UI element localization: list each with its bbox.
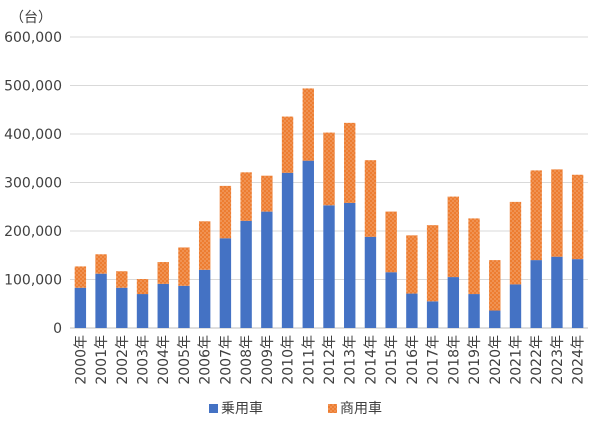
x-tick-label: 2000年 [73, 335, 89, 385]
y-tick-label: 400,000 [4, 127, 62, 143]
legend-swatch [328, 404, 337, 413]
x-tick-label: 2004年 [156, 335, 172, 385]
bar-passenger [571, 259, 584, 328]
x-tick-label: 2021年 [508, 335, 524, 385]
y-tick-label: 0 [53, 321, 62, 337]
bar-commercial [406, 235, 418, 294]
bar-commercial [240, 172, 252, 221]
bar-commercial [281, 116, 294, 173]
bar-passenger [219, 238, 232, 328]
x-tick-label: 2018年 [446, 335, 462, 385]
bar-passenger [95, 273, 107, 328]
x-tick-label: 2007年 [218, 335, 234, 385]
bar-commercial [261, 175, 273, 212]
x-tick-label: 2002年 [115, 335, 131, 385]
bar-passenger [530, 260, 542, 328]
bar-passenger [406, 293, 418, 328]
bar-passenger [385, 272, 397, 328]
x-tick-label: 2014年 [363, 335, 379, 385]
bar-passenger [74, 287, 87, 328]
x-tick-label: 2020年 [488, 335, 504, 385]
bar-passenger [468, 294, 480, 328]
y-tick-label: 100,000 [4, 273, 62, 289]
x-tick-label: 2019年 [467, 335, 483, 385]
x-tick-label: 2012年 [322, 335, 338, 385]
bar-commercial [95, 254, 107, 274]
bar-passenger [426, 301, 439, 328]
y-tick-label: 500,000 [4, 79, 62, 95]
bar-passenger [323, 205, 335, 328]
bar-commercial [136, 279, 149, 295]
x-tick-label: 2022年 [529, 335, 545, 385]
bar-commercial [116, 271, 128, 288]
bar-passenger [551, 256, 563, 328]
bar-passenger [136, 294, 149, 328]
x-tick-label: 2010年 [281, 335, 297, 385]
y-tick-label: 200,000 [4, 224, 62, 240]
bar-commercial [364, 160, 377, 237]
x-tick-label: 2013年 [343, 335, 359, 385]
bar-commercial [323, 132, 335, 206]
bar-passenger [447, 277, 460, 328]
bar-passenger [261, 211, 273, 328]
y-tick-label: 300,000 [4, 176, 62, 192]
bar-passenger [509, 284, 522, 328]
x-axis-ticks: 2000年 2001年 2002年 2003年 2004年 2005年 2006年 2007年… [73, 335, 586, 385]
bar-passenger [489, 310, 501, 328]
x-tick-label: 2011年 [301, 335, 317, 385]
x-tick-label: 2005年 [177, 335, 193, 385]
x-tick-label: 2006年 [198, 335, 214, 385]
x-tick-label: 2003年 [136, 335, 152, 385]
x-tick-label: 2008年 [239, 335, 255, 385]
bar-commercial [219, 185, 232, 239]
y-tick-label: 600,000 [4, 30, 62, 46]
legend-label: 商用車 [340, 400, 382, 417]
x-tick-label: 2016年 [405, 335, 421, 385]
bar-commercial [426, 225, 439, 302]
x-tick-label: 2023年 [550, 335, 566, 385]
bar-commercial [344, 122, 356, 203]
bar-commercial [530, 170, 542, 261]
x-tick-label: 2009年 [260, 335, 276, 385]
legend-swatch [209, 404, 218, 413]
bars [74, 88, 584, 328]
bar-commercial [551, 169, 563, 257]
bar-commercial [302, 88, 314, 161]
x-tick-label: 2017年 [426, 335, 442, 385]
legend-label: 乗用車 [221, 400, 263, 417]
bar-passenger [281, 172, 294, 328]
bar-commercial [468, 218, 480, 295]
bar-passenger [302, 160, 314, 328]
bar-passenger [116, 287, 128, 328]
x-tick-label: 2001年 [94, 335, 110, 385]
bar-passenger [178, 285, 190, 328]
bar-commercial [385, 211, 397, 273]
bar-passenger [364, 236, 377, 328]
bar-commercial [157, 262, 169, 284]
bar-commercial [509, 201, 522, 285]
bar-commercial [571, 174, 584, 260]
bar-passenger [198, 269, 211, 328]
x-tick-label: 2024年 [571, 335, 587, 385]
bar-commercial [489, 260, 501, 311]
bar-passenger [344, 202, 356, 328]
bar-commercial [447, 196, 460, 278]
bar-passenger [157, 283, 169, 328]
bar-commercial [198, 221, 211, 270]
bar-passenger [240, 220, 252, 328]
y-axis-ticks: 0 100,000 200,000 300,000 400,000 500,000 600,… [4, 30, 62, 337]
y-axis-unit-label: （台） [10, 10, 52, 26]
bar-commercial [178, 247, 190, 286]
bar-commercial [74, 266, 87, 288]
legend: 乗用車 商用車 [209, 400, 382, 417]
x-tick-label: 2015年 [384, 335, 400, 385]
